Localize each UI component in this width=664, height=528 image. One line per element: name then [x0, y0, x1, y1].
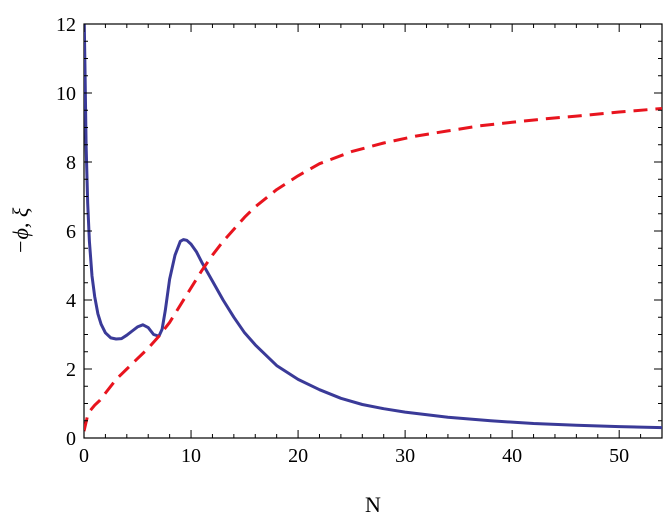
plot-frame	[83, 23, 663, 439]
y-axis-label: −ϕ, ξ	[8, 207, 33, 254]
x-tick-label: 10	[181, 445, 201, 467]
x-tick-label: 30	[395, 445, 415, 467]
tick-labels: 0 10 20 30 40 50 0 2 4 6 8 10 12	[56, 14, 629, 467]
y-tick-label: 6	[66, 221, 76, 243]
x-tick-label: 50	[609, 445, 629, 467]
x-tick-label: 0	[79, 445, 89, 467]
axis-ticks	[83, 23, 663, 439]
y-tick-label: 4	[66, 290, 76, 312]
y-tick-label: 0	[66, 428, 76, 450]
x-axis-label: N	[365, 492, 381, 517]
y-tick-label: 2	[66, 359, 76, 381]
x-tick-label: 40	[502, 445, 522, 467]
y-tick-label: 10	[56, 83, 76, 105]
series-line-2	[84, 107, 662, 432]
y-tick-label: 12	[56, 14, 76, 36]
x-tick-label: 20	[288, 445, 308, 467]
y-tick-label: 8	[66, 152, 76, 174]
series-line-1	[84, 24, 662, 430]
